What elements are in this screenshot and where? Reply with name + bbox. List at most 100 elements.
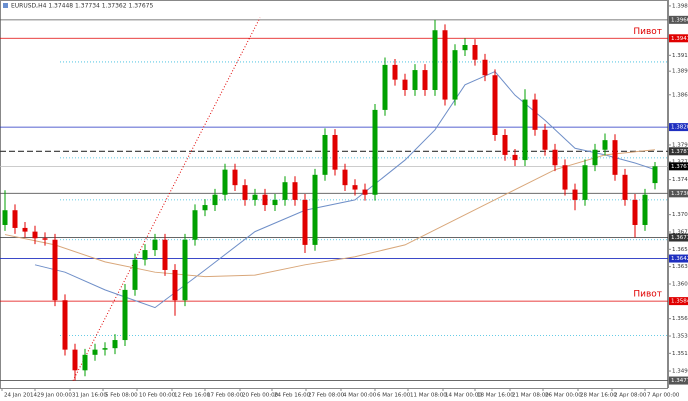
candle-body [472, 44, 478, 60]
candle-body [592, 149, 598, 166]
candle-body [632, 199, 638, 225]
y-tick-label: 1.35610 [672, 316, 688, 322]
level-box [669, 147, 688, 156]
candle-body [282, 182, 288, 200]
candle-body [122, 289, 128, 341]
x-tick-label: 2 Apr 08:00 [614, 393, 647, 399]
x-tick-label: 24 Feb 16:00 [274, 393, 311, 399]
level-label: Пивот [633, 290, 662, 300]
candle-body [222, 169, 228, 195]
x-tick-label: 31 Jan 16:00 [72, 393, 107, 399]
candle-body [522, 99, 528, 161]
level-box-label: 1.35848 [671, 299, 688, 305]
time-axis [0, 389, 688, 401]
candle-body [152, 239, 158, 251]
x-tick-label: 6 Mar 16:00 [377, 393, 411, 399]
candle-body [22, 227, 28, 232]
x-tick-label: 28 Mar 16:00 [580, 393, 617, 399]
level-box-label: 1.39411 [671, 36, 688, 42]
candle-body [332, 134, 338, 170]
candle-body [552, 149, 558, 166]
level-box-label: 1.37309 [671, 191, 688, 197]
x-tick-label: 24 Jan 2014 [4, 393, 37, 399]
candle-body [372, 109, 378, 195]
level-label: Пивот [633, 27, 662, 37]
candle-body [482, 59, 488, 76]
candle-body [212, 194, 218, 206]
candle-body [322, 134, 328, 175]
y-tick-label: 1.37495 [672, 177, 688, 183]
candle-body [512, 154, 518, 161]
x-tick-label: 20 Feb 00:00 [242, 393, 279, 399]
candle-body [52, 239, 58, 301]
x-tick-label: 7 Apr 00:00 [647, 393, 680, 399]
candle-body [292, 182, 298, 200]
y-tick-label: 1.37965 [672, 142, 688, 148]
candle-body [462, 44, 468, 51]
y-tick-label: 1.34900 [672, 369, 688, 375]
x-tick-label: 27 Feb 08:00 [308, 393, 345, 399]
level-box [669, 297, 688, 306]
level-box [669, 34, 688, 43]
candle-body [452, 50, 458, 100]
candle-body [572, 189, 578, 200]
candle-body [242, 185, 248, 200]
candle-body [172, 269, 178, 301]
candle-body [582, 165, 588, 200]
level-box-label: 1.36425 [671, 256, 688, 262]
candle-body [542, 129, 548, 150]
x-tick-label: 17 Feb 08:00 [207, 393, 244, 399]
candle-body [342, 169, 348, 186]
x-tick-label: 29 Jan 00:00 [37, 393, 72, 399]
level-box-label: 1.37675 [671, 164, 688, 170]
y-tick-label: 1.36785 [672, 229, 688, 235]
y-tick-label: 1.36080 [672, 281, 688, 287]
candle-body [42, 238, 48, 240]
candle-body [62, 300, 68, 350]
candle-body [602, 140, 608, 150]
y-tick-label: 1.39180 [672, 53, 688, 59]
level-box [669, 254, 688, 263]
level-box [669, 189, 688, 198]
candle-body [102, 348, 108, 350]
candle-body [652, 166, 658, 184]
candle-body [72, 349, 78, 371]
candle-body [312, 174, 318, 245]
candle-body [192, 210, 198, 240]
level-box-label: 1.37879 [671, 149, 688, 155]
y-tick-label: 1.37020 [672, 212, 688, 218]
candle-body [272, 199, 278, 206]
candle-body [162, 239, 168, 270]
candle-body [382, 64, 388, 110]
level-box [669, 233, 688, 242]
ma-line [4, 149, 656, 278]
candle-body [562, 165, 568, 190]
x-tick-label: 11 Mar 08:00 [410, 393, 447, 399]
x-tick-label: 4 Mar 00:00 [343, 393, 377, 399]
candle-body [12, 210, 18, 228]
candle-body [32, 231, 38, 239]
candle-body [362, 189, 368, 195]
y-tick-label: 1.36550 [672, 247, 688, 253]
candle-body [82, 354, 88, 371]
level-box-label: 1.34771 [671, 378, 688, 384]
y-tick-label: 1.36315 [672, 264, 688, 270]
ma-line [34, 70, 656, 309]
candle-body [432, 30, 438, 90]
candle-body [132, 259, 138, 290]
candle-body [92, 349, 98, 355]
candle-body [112, 340, 118, 349]
level-box-label: 1.39661 [671, 17, 688, 23]
y-tick-label: 1.35375 [672, 333, 688, 339]
y-tick-label: 1.39850 [672, 3, 688, 9]
level-box [669, 376, 688, 385]
x-tick-label: 26 Mar 00:00 [545, 393, 582, 399]
level-box [669, 162, 688, 171]
candle-body [422, 70, 428, 90]
candle-body [612, 140, 618, 175]
candle-body [2, 210, 8, 225]
candle-body [402, 79, 408, 90]
x-tick-label: 12 Feb 16:00 [174, 393, 211, 399]
